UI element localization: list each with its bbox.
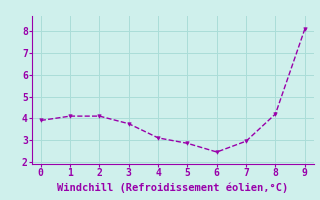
X-axis label: Windchill (Refroidissement éolien,°C): Windchill (Refroidissement éolien,°C) xyxy=(57,182,288,193)
